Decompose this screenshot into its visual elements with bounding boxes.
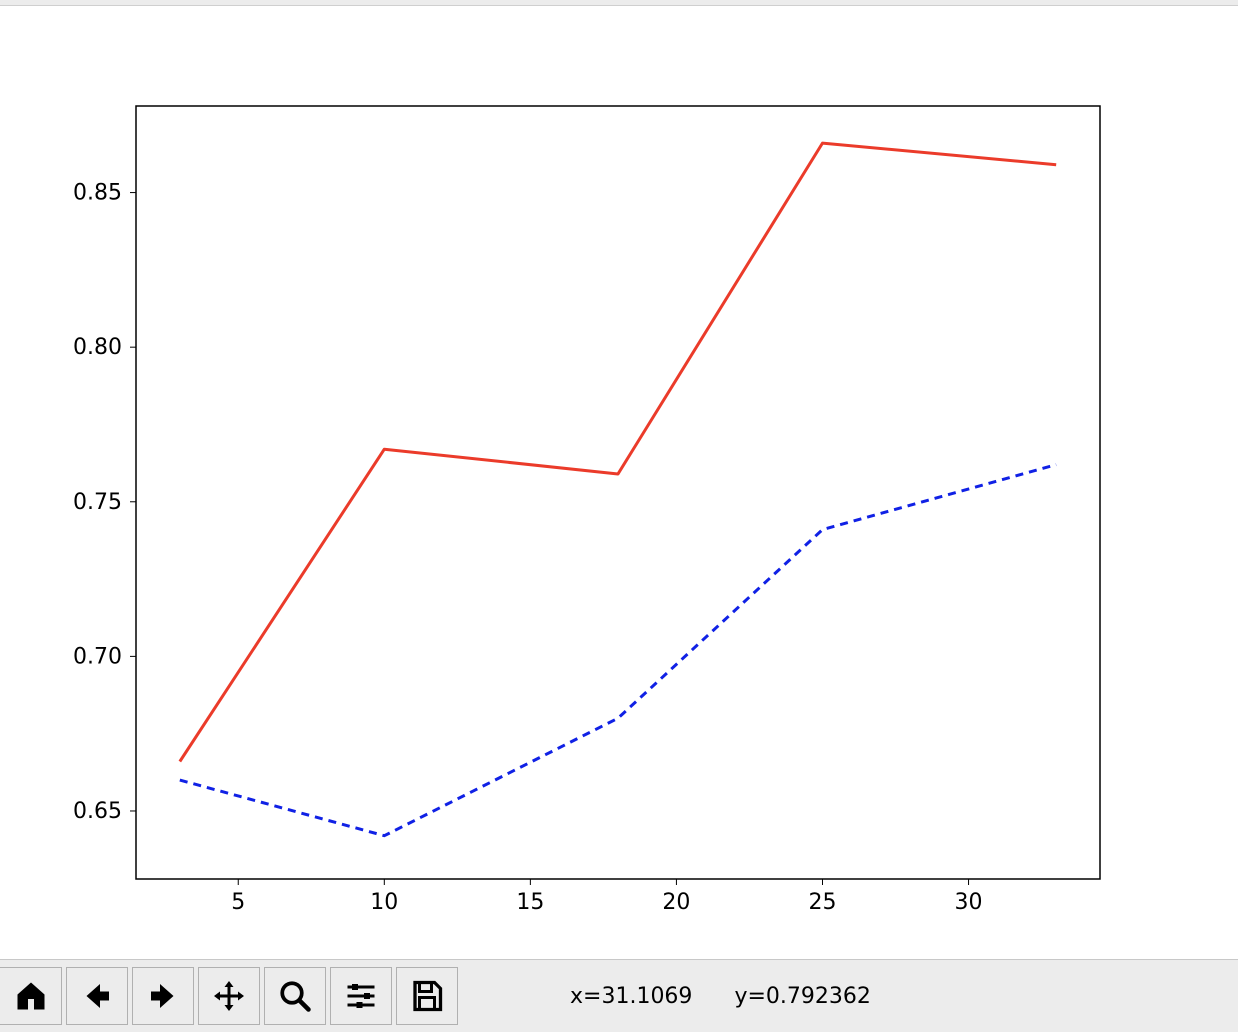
y-tick-label: 0.80 xyxy=(73,335,122,360)
coordinate-readout: x=31.1069 y=0.792362 xyxy=(570,984,871,1009)
y-tick-label: 0.65 xyxy=(73,799,122,824)
back-icon xyxy=(79,978,115,1014)
coord-x: x=31.1069 xyxy=(570,984,692,1009)
configure-button[interactable] xyxy=(330,967,392,1025)
home-icon xyxy=(13,978,49,1014)
coord-y: y=0.792362 xyxy=(734,984,870,1009)
home-button[interactable] xyxy=(0,967,62,1025)
forward-icon xyxy=(145,978,181,1014)
y-tick-label: 0.75 xyxy=(73,490,122,515)
x-tick-label: 30 xyxy=(955,890,983,915)
chart-svg: 5 10 15 20 25 30 0.65 0.70 0.75 0.80 0.85 xyxy=(0,6,1238,960)
matplotlib-toolbar: x=31.1069 y=0.792362 xyxy=(0,959,1238,1032)
x-tick-label: 10 xyxy=(370,890,398,915)
x-tick-label: 20 xyxy=(662,890,690,915)
save-icon xyxy=(409,978,445,1014)
x-tick-label: 5 xyxy=(231,890,245,915)
back-button[interactable] xyxy=(66,967,128,1025)
x-tick-label: 25 xyxy=(808,890,836,915)
x-tick-label: 15 xyxy=(516,890,544,915)
pan-button[interactable] xyxy=(198,967,260,1025)
forward-button[interactable] xyxy=(132,967,194,1025)
pan-icon xyxy=(211,978,247,1014)
save-button[interactable] xyxy=(396,967,458,1025)
zoom-button[interactable] xyxy=(264,967,326,1025)
plot-canvas[interactable]: 5 10 15 20 25 30 0.65 0.70 0.75 0.80 0.85 xyxy=(0,6,1238,960)
y-tick-label: 0.85 xyxy=(73,181,122,206)
config-icon xyxy=(343,978,379,1014)
y-tick-label: 0.70 xyxy=(73,644,122,669)
zoom-icon xyxy=(277,978,313,1014)
